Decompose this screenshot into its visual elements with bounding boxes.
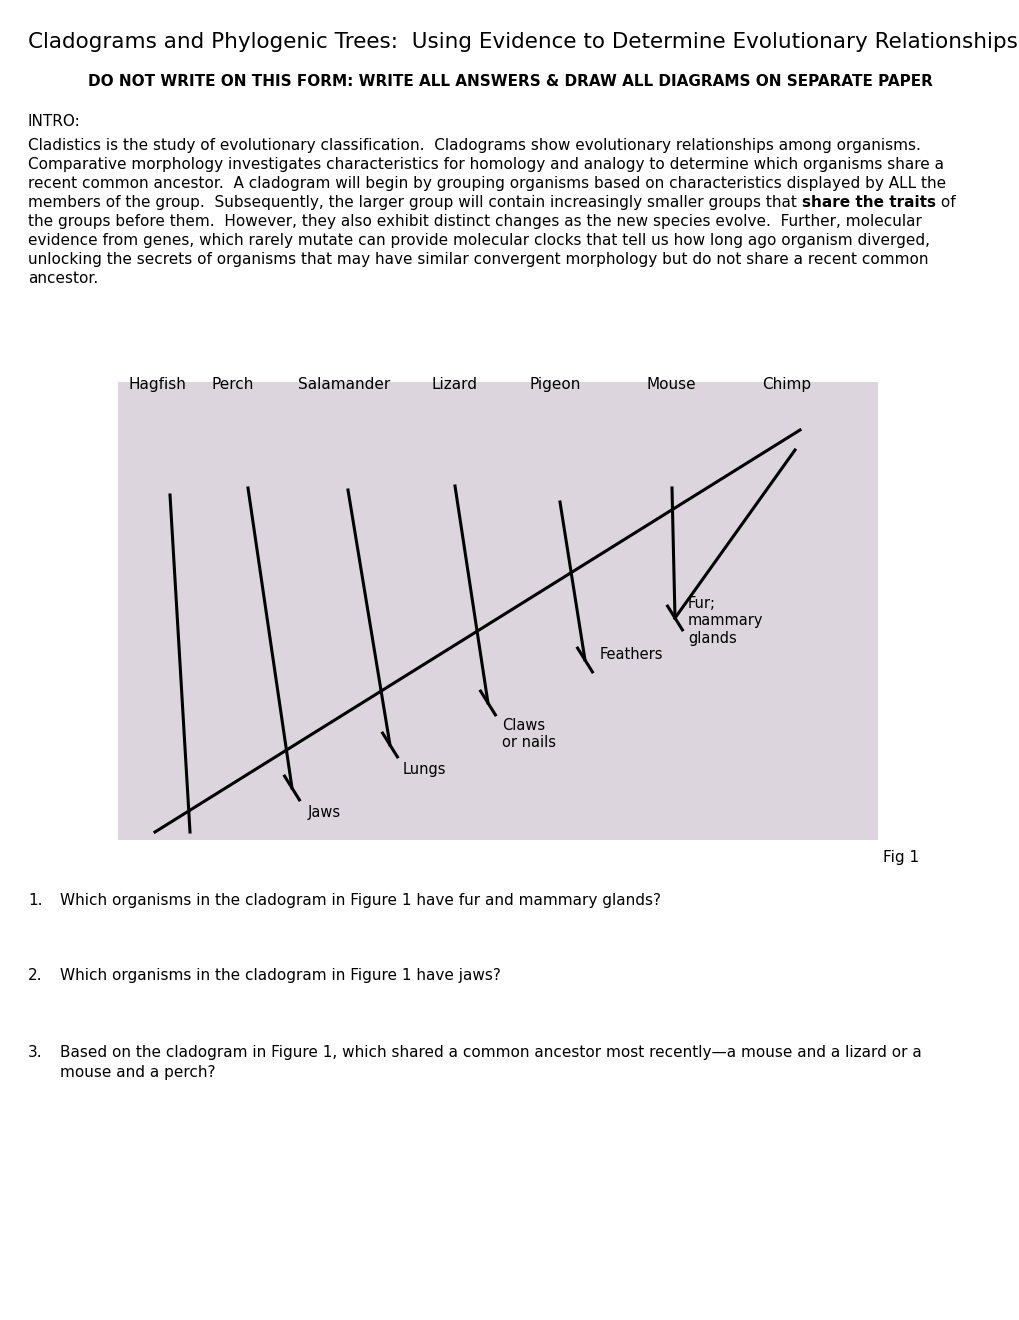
Text: Which organisms in the cladogram in Figure 1 have fur and mammary glands?: Which organisms in the cladogram in Figu…: [60, 894, 660, 908]
Text: Hagfish: Hagfish: [127, 378, 185, 392]
Text: Comparative morphology investigates characteristics for homology and analogy to : Comparative morphology investigates char…: [28, 157, 943, 172]
Text: Chimp: Chimp: [761, 378, 810, 392]
Text: DO NOT WRITE ON THIS FORM: WRITE ALL ANSWERS & DRAW ALL DIAGRAMS ON SEPARATE PAP: DO NOT WRITE ON THIS FORM: WRITE ALL ANS…: [88, 74, 931, 88]
Text: Pigeon: Pigeon: [530, 378, 581, 392]
Text: ancestor.: ancestor.: [28, 271, 98, 286]
Text: Cladistics is the study of evolutionary classification.  Cladograms show evoluti: Cladistics is the study of evolutionary …: [28, 139, 920, 153]
Text: share the traits: share the traits: [801, 195, 934, 210]
Text: Jaws: Jaws: [308, 805, 340, 820]
Text: 2.: 2.: [28, 968, 43, 983]
Text: Based on the cladogram in Figure 1, which shared a common ancestor most recently: Based on the cladogram in Figure 1, whic…: [60, 1045, 921, 1060]
Text: Feathers: Feathers: [599, 647, 662, 663]
Text: unlocking the secrets of organisms that may have similar convergent morphology b: unlocking the secrets of organisms that …: [28, 252, 927, 267]
Text: the groups before them.  However, they also exhibit distinct changes as the new : the groups before them. However, they al…: [28, 214, 921, 228]
Text: of: of: [934, 195, 955, 210]
Text: Lizard: Lizard: [432, 378, 478, 392]
Text: recent common ancestor.  A cladogram will begin by grouping organisms based on c: recent common ancestor. A cladogram will…: [28, 176, 946, 191]
Text: 3.: 3.: [28, 1045, 43, 1060]
Text: Which organisms in the cladogram in Figure 1 have jaws?: Which organisms in the cladogram in Figu…: [60, 968, 500, 983]
Text: Claws
or nails: Claws or nails: [501, 718, 555, 750]
Text: Mouse: Mouse: [646, 378, 696, 392]
Text: Fig 1: Fig 1: [882, 850, 918, 865]
Text: 1.: 1.: [28, 894, 43, 908]
Text: Lungs: Lungs: [403, 762, 446, 777]
Text: INTRO:: INTRO:: [28, 114, 81, 129]
Bar: [118, 381, 877, 840]
Text: evidence from genes, which rarely mutate can provide molecular clocks that tell : evidence from genes, which rarely mutate…: [28, 234, 929, 248]
Text: Fur;
mammary
glands: Fur; mammary glands: [688, 597, 763, 645]
Text: mouse and a perch?: mouse and a perch?: [60, 1065, 215, 1080]
Text: Salamander: Salamander: [298, 378, 390, 392]
Text: Perch: Perch: [212, 378, 254, 392]
Text: members of the group.  Subsequently, the larger group will contain increasingly : members of the group. Subsequently, the …: [28, 195, 801, 210]
Text: Cladograms and Phylogenic Trees:  Using Evidence to Determine Evolutionary Relat: Cladograms and Phylogenic Trees: Using E…: [28, 32, 1017, 51]
